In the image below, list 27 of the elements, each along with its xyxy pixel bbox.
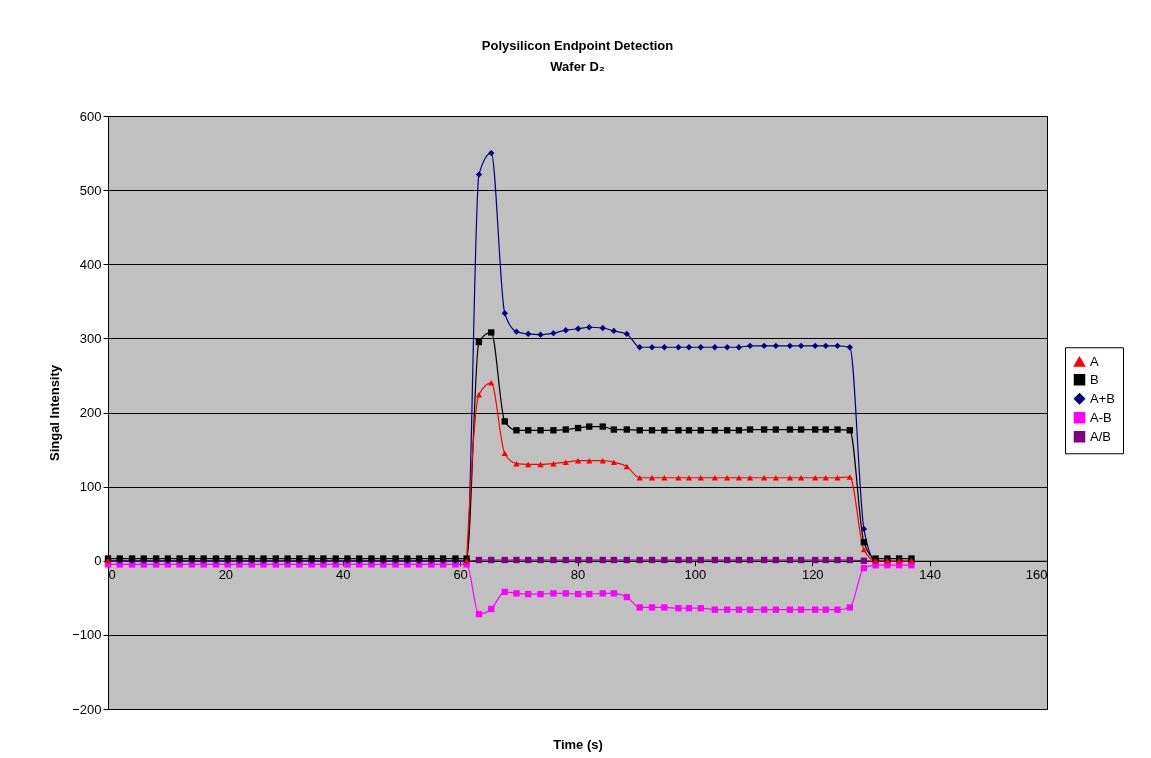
legend-label: A xyxy=(1090,353,1099,369)
x-tick-label: 40 xyxy=(336,567,351,583)
x-tick-label: 20 xyxy=(218,567,234,583)
x-tick-label: 0 xyxy=(108,567,116,583)
x-tick-label: 60 xyxy=(453,567,468,583)
y-tick-label: 300 xyxy=(79,330,102,346)
x-tick-label: 100 xyxy=(684,567,707,583)
legend-label: A+B xyxy=(1090,390,1115,406)
y-axis-title: Singal Intensity xyxy=(47,364,63,462)
y-tick-label: 200 xyxy=(79,405,102,420)
y-tick-label: −200 xyxy=(72,701,102,717)
y-tick-label: 100 xyxy=(79,479,102,495)
x-axis-title: Time (s) xyxy=(553,736,603,752)
y-tick-label: 0 xyxy=(94,553,102,569)
legend-label: B xyxy=(1090,371,1099,387)
chart-subtitle: Wafer D₂ xyxy=(550,59,605,74)
x-tick-label: 160 xyxy=(1025,567,1048,583)
legend-label: A-B xyxy=(1090,409,1112,425)
y-tick-label: −100 xyxy=(72,627,102,643)
x-tick-label: 80 xyxy=(570,567,586,583)
x-tick-label: 140 xyxy=(919,567,941,583)
chart-title: Polysilicon Endpoint Detection xyxy=(481,38,674,53)
y-tick-label: 500 xyxy=(79,182,102,198)
legend-label: A/B xyxy=(1090,428,1111,444)
y-tick-label: 400 xyxy=(79,256,102,272)
y-tick-label: 600 xyxy=(79,108,102,124)
x-tick-label: 120 xyxy=(801,567,824,583)
